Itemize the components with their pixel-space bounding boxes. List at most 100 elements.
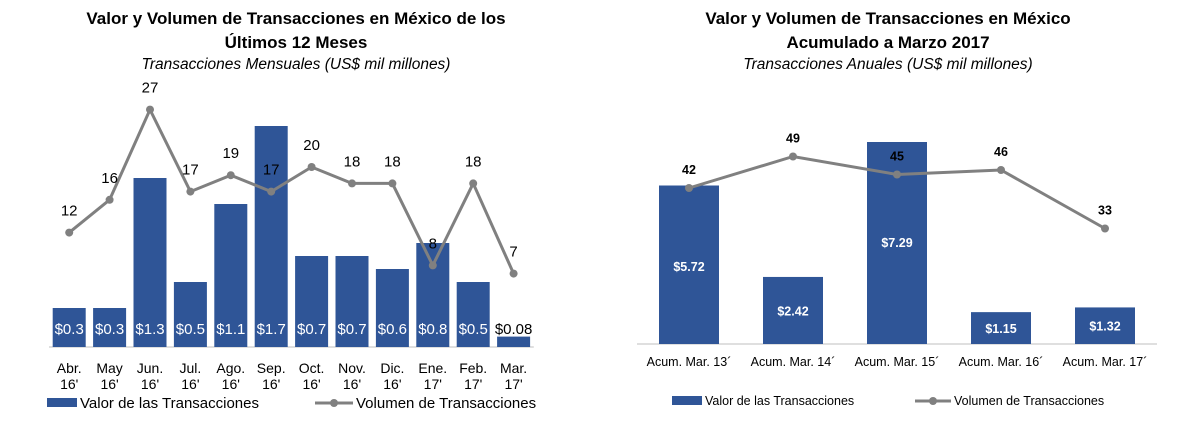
monthly-volume-line bbox=[68, 106, 515, 275]
annual-chart-subtitle: Transacciones Anuales (US$ mil millones) bbox=[743, 56, 1033, 73]
monthly-bar-label: $1.7 bbox=[257, 321, 286, 338]
monthly-chart-svg: $0.3Abr.16'$0.3May16'$1.3Jun.16'$0.5Jul.… bbox=[47, 80, 536, 412]
monthly-x-tick-label: Ago. bbox=[216, 360, 245, 376]
monthly-bar-label: $0.5 bbox=[176, 321, 205, 338]
monthly-legend-bar-swatch bbox=[47, 398, 77, 407]
monthly-volume-point bbox=[307, 163, 316, 171]
monthly-bar-label: $1.3 bbox=[135, 321, 164, 338]
monthly-volume-point bbox=[105, 195, 114, 204]
monthly-volume-point bbox=[388, 179, 397, 188]
monthly-x-tick-label: 17' bbox=[464, 376, 482, 392]
monthly-bar bbox=[497, 336, 531, 347]
annual-bar-label: $2.42 bbox=[777, 304, 808, 318]
monthly-volume-label: 18 bbox=[465, 153, 482, 170]
monthly-bar bbox=[133, 178, 167, 347]
annual-x-tick-label: Acum. Mar. 16´ bbox=[959, 355, 1044, 369]
monthly-bar-label: $0.8 bbox=[418, 321, 447, 338]
monthly-volume-label: 7 bbox=[509, 244, 517, 261]
monthly-volume-label: 20 bbox=[303, 137, 320, 154]
monthly-bar bbox=[93, 308, 127, 347]
monthly-x-tick-label: Jul. bbox=[180, 360, 202, 376]
annual-volume-point bbox=[789, 152, 797, 161]
annual-volume-label: 33 bbox=[1098, 204, 1112, 218]
monthly-legend-bar-label: Valor de las Transacciones bbox=[80, 395, 259, 412]
annual-volume-label: 45 bbox=[890, 150, 904, 164]
monthly-bar-label: $0.6 bbox=[378, 321, 407, 338]
monthly-bar-label: $0.3 bbox=[95, 321, 124, 338]
monthly-bar bbox=[335, 256, 369, 347]
monthly-chart-panel: Valor y Volumen de Transacciones en Méxi… bbox=[47, 9, 536, 412]
monthly-volume-point bbox=[509, 269, 518, 278]
annual-bar-label: $1.32 bbox=[1089, 320, 1120, 334]
monthly-bar-label: $0.3 bbox=[55, 321, 84, 338]
annual-volume-label: 42 bbox=[682, 163, 696, 177]
monthly-bar bbox=[254, 126, 288, 347]
annual-x-tick-label: Acum. Mar. 15´ bbox=[855, 355, 940, 369]
monthly-x-tick-label: 16' bbox=[141, 376, 159, 392]
annual-x-tick-label: Acum. Mar. 17´ bbox=[1063, 355, 1148, 369]
monthly-volume-label: 18 bbox=[384, 153, 401, 170]
annual-volume-point bbox=[1101, 224, 1109, 233]
monthly-x-tick-label: 16' bbox=[222, 376, 240, 392]
monthly-bar bbox=[416, 243, 450, 347]
monthly-x-tick-label: 16' bbox=[60, 376, 78, 392]
monthly-volume-label: 18 bbox=[344, 153, 361, 170]
monthly-x-tick-label: May bbox=[96, 360, 122, 376]
monthly-bar bbox=[295, 256, 329, 347]
annual-bar-label: $5.72 bbox=[673, 260, 704, 274]
annual-bar-label: $1.15 bbox=[985, 322, 1016, 336]
annual-bar-label: $7.29 bbox=[881, 236, 912, 250]
annual-legend-bar-label: Valor de las Transacciones bbox=[705, 394, 854, 408]
annual-bar bbox=[971, 312, 1031, 344]
monthly-x-tick-label: Abr. bbox=[57, 360, 82, 376]
monthly-bar bbox=[173, 282, 207, 347]
monthly-volume-label: 16 bbox=[101, 170, 118, 187]
monthly-volume-point bbox=[226, 171, 235, 180]
monthly-volume-label: 17 bbox=[263, 162, 280, 179]
monthly-x-tick-label: Mar. bbox=[500, 360, 527, 376]
monthly-x-tick-label: 16' bbox=[383, 376, 401, 392]
monthly-bar-label: $0.5 bbox=[459, 321, 488, 338]
monthly-x-tick-label: 17' bbox=[424, 376, 442, 392]
monthly-chart-subtitle: Transacciones Mensuales (US$ mil millone… bbox=[141, 56, 451, 73]
annual-bar bbox=[763, 276, 823, 344]
annual-x-tick-label: Acum. Mar. 14´ bbox=[751, 355, 836, 369]
monthly-legend-line-label: Volumen de Transacciones bbox=[356, 395, 536, 412]
annual-legend-line-label: Volumen de Transacciones bbox=[954, 394, 1104, 408]
annual-bar bbox=[659, 185, 719, 344]
monthly-volume-point bbox=[186, 187, 195, 196]
monthly-x-tick-label: 16' bbox=[343, 376, 361, 392]
monthly-x-tick-label: 16' bbox=[100, 376, 118, 392]
monthly-volume-point bbox=[146, 105, 154, 114]
annual-bar bbox=[1075, 307, 1135, 344]
monthly-volume-point bbox=[267, 187, 276, 196]
monthly-x-tick-label: Oct. bbox=[299, 360, 325, 376]
monthly-volume-label: 8 bbox=[429, 235, 437, 252]
annual-chart-svg: $5.72 Acum. Mar. 13´ $2.42 Acum. Mar. 14´ $7… bbox=[637, 132, 1157, 408]
annual-chart-panel: Valor y Volumen de Transacciones en Méxi… bbox=[592, 0, 1184, 425]
monthly-x-tick-label: Jun. bbox=[137, 360, 163, 376]
monthly-bar bbox=[456, 282, 490, 347]
monthly-volume-point bbox=[428, 261, 437, 270]
monthly-volume-point bbox=[65, 228, 74, 237]
monthly-volume-label: 17 bbox=[182, 162, 199, 179]
annual-volume-point bbox=[893, 170, 901, 179]
annual-legend-line-marker bbox=[929, 397, 937, 405]
monthly-bar-label: $1.1 bbox=[216, 321, 245, 338]
monthly-x-tick-label: Ene. bbox=[418, 360, 447, 376]
monthly-volume-label: 27 bbox=[142, 80, 159, 97]
monthly-bar bbox=[214, 204, 248, 347]
annual-x-tick-label: Acum. Mar. 13´ bbox=[647, 355, 732, 369]
monthly-volume-point bbox=[469, 179, 478, 188]
monthly-volume-label: 12 bbox=[61, 203, 78, 220]
monthly-x-tick-label: 16' bbox=[181, 376, 199, 392]
annual-volume-label: 49 bbox=[786, 132, 800, 146]
monthly-x-tick-label: 17' bbox=[504, 376, 522, 392]
annual-volume-label: 46 bbox=[994, 145, 1008, 159]
monthly-bar bbox=[52, 308, 86, 347]
monthly-x-tick-label: Nov. bbox=[338, 360, 366, 376]
monthly-bar-label: $0.7 bbox=[337, 321, 366, 338]
monthly-legend-line-marker bbox=[330, 399, 338, 407]
monthly-bar-label: $0.08 bbox=[495, 321, 533, 338]
annual-volume-point bbox=[997, 166, 1005, 174]
